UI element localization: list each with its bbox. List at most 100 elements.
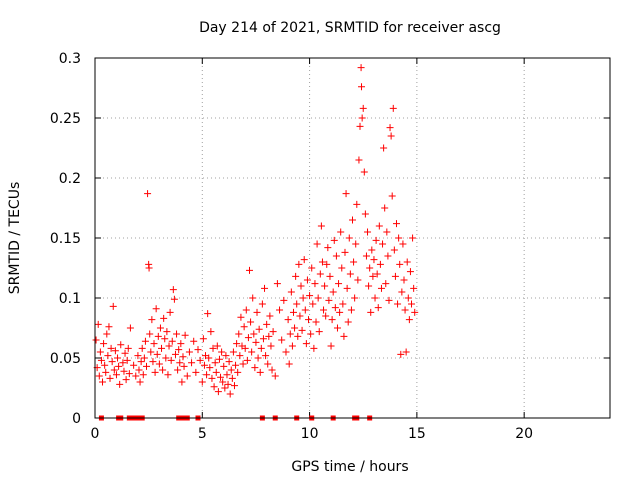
data-point	[254, 354, 262, 362]
data-point	[291, 324, 299, 332]
y-tick-label: 0.05	[50, 351, 81, 367]
data-point	[255, 325, 263, 333]
data-point	[355, 156, 363, 164]
data-point	[398, 288, 406, 296]
grid-lines	[95, 58, 610, 418]
data-point	[397, 350, 405, 358]
data-point	[213, 342, 221, 350]
data-point	[385, 296, 393, 304]
data-point	[188, 359, 196, 367]
data-point	[316, 270, 324, 278]
data-point	[301, 306, 309, 314]
data-point	[399, 240, 407, 248]
data-point	[373, 270, 381, 278]
data-point	[358, 114, 366, 122]
data-point	[212, 368, 220, 376]
data-point	[147, 348, 155, 356]
data-point	[141, 337, 149, 345]
data-point	[338, 264, 346, 272]
data-point	[371, 294, 379, 302]
data-point	[400, 276, 408, 284]
data-point	[359, 104, 367, 112]
data-point	[196, 356, 204, 364]
data-point	[276, 306, 284, 314]
data-point	[210, 383, 218, 391]
data-point	[149, 358, 157, 366]
data-point	[95, 372, 103, 380]
data-point	[332, 252, 340, 260]
data-point	[403, 258, 411, 266]
data-point	[258, 300, 266, 308]
data-point	[358, 83, 366, 91]
data-point	[120, 367, 128, 375]
data-point	[354, 276, 362, 284]
data-point	[106, 374, 114, 382]
data-point	[171, 350, 179, 358]
data-point	[167, 356, 175, 364]
data-point	[124, 344, 132, 352]
data-point	[156, 324, 164, 332]
data-point	[158, 344, 166, 352]
data-point	[153, 350, 161, 358]
x-axis-label: GPS time / hours	[291, 459, 408, 475]
data-points	[92, 64, 419, 398]
data-point	[328, 316, 336, 324]
data-point	[145, 264, 153, 272]
data-point	[242, 306, 250, 314]
data-point	[225, 358, 233, 366]
data-point	[214, 388, 222, 396]
data-point	[322, 312, 330, 320]
data-point	[288, 342, 296, 350]
data-point	[382, 280, 390, 288]
data-point	[206, 364, 214, 372]
data-point	[293, 300, 301, 308]
data-point	[311, 280, 319, 288]
data-point	[299, 294, 307, 302]
data-point	[390, 246, 398, 254]
data-point	[230, 382, 238, 390]
data-point	[326, 272, 334, 280]
data-point	[375, 222, 383, 230]
data-point	[163, 328, 171, 336]
data-point	[362, 252, 370, 260]
data-point	[218, 348, 226, 356]
data-point	[330, 236, 338, 244]
data-point	[109, 302, 117, 310]
data-point	[389, 104, 397, 112]
data-point	[138, 344, 146, 352]
data-point	[317, 222, 325, 230]
data-point	[364, 228, 372, 236]
data-point	[183, 372, 191, 380]
data-point	[337, 228, 345, 236]
data-point	[101, 361, 109, 369]
data-point	[253, 308, 261, 316]
data-point	[246, 266, 253, 274]
data-point	[287, 288, 295, 296]
data-point	[126, 324, 134, 332]
data-point	[114, 354, 122, 362]
data-point	[406, 268, 414, 276]
axis-ticks: 0 5 10 15 20 0 0.05 0.1 0.15 0.2 0.25 0.3	[50, 51, 610, 442]
data-point	[146, 330, 154, 338]
data-point	[257, 344, 265, 352]
data-point	[243, 356, 251, 364]
data-point	[401, 306, 409, 314]
data-point	[266, 312, 274, 320]
data-point	[333, 324, 341, 332]
data-point	[117, 341, 125, 349]
data-point	[233, 340, 241, 348]
data-point	[387, 132, 395, 140]
data-point	[152, 305, 160, 313]
y-axis-label: SRMTID / TECUs	[7, 182, 23, 295]
data-point	[200, 361, 208, 369]
data-point	[357, 64, 365, 72]
data-point	[180, 362, 188, 370]
data-point	[94, 320, 102, 328]
data-point	[386, 124, 394, 132]
data-point	[121, 349, 129, 357]
data-point	[194, 346, 202, 354]
data-point	[108, 358, 116, 366]
data-point	[110, 366, 118, 374]
data-point	[143, 362, 150, 370]
